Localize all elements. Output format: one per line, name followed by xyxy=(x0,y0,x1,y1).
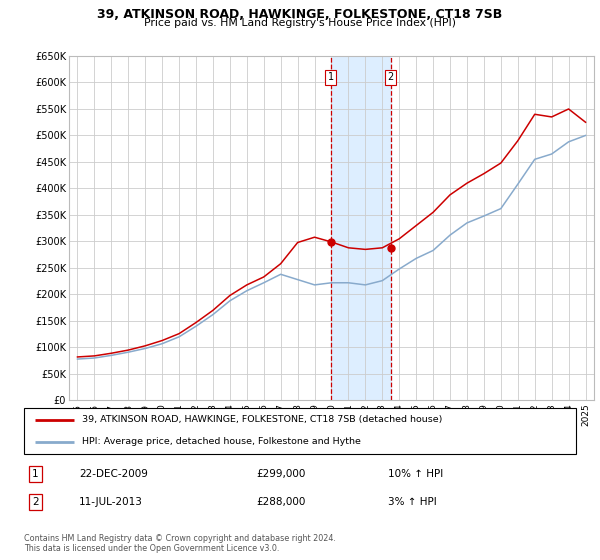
Text: 2: 2 xyxy=(388,72,394,82)
Text: 10% ↑ HPI: 10% ↑ HPI xyxy=(388,469,443,479)
Text: 11-JUL-2013: 11-JUL-2013 xyxy=(79,497,143,507)
Text: 3% ↑ HPI: 3% ↑ HPI xyxy=(388,497,437,507)
Text: 39, ATKINSON ROAD, HAWKINGE, FOLKESTONE, CT18 7SB (detached house): 39, ATKINSON ROAD, HAWKINGE, FOLKESTONE,… xyxy=(82,415,442,424)
Text: £288,000: £288,000 xyxy=(256,497,305,507)
Text: Price paid vs. HM Land Registry's House Price Index (HPI): Price paid vs. HM Land Registry's House … xyxy=(144,18,456,29)
Text: Contains HM Land Registry data © Crown copyright and database right 2024.
This d: Contains HM Land Registry data © Crown c… xyxy=(24,534,336,553)
Text: 39, ATKINSON ROAD, HAWKINGE, FOLKESTONE, CT18 7SB: 39, ATKINSON ROAD, HAWKINGE, FOLKESTONE,… xyxy=(97,8,503,21)
Text: HPI: Average price, detached house, Folkestone and Hythe: HPI: Average price, detached house, Folk… xyxy=(82,437,361,446)
Text: 1: 1 xyxy=(328,72,334,82)
Text: £299,000: £299,000 xyxy=(256,469,305,479)
Bar xyxy=(331,56,391,400)
Text: 1: 1 xyxy=(32,469,39,479)
Text: 2: 2 xyxy=(32,497,39,507)
Text: 22-DEC-2009: 22-DEC-2009 xyxy=(79,469,148,479)
FancyBboxPatch shape xyxy=(24,408,576,454)
